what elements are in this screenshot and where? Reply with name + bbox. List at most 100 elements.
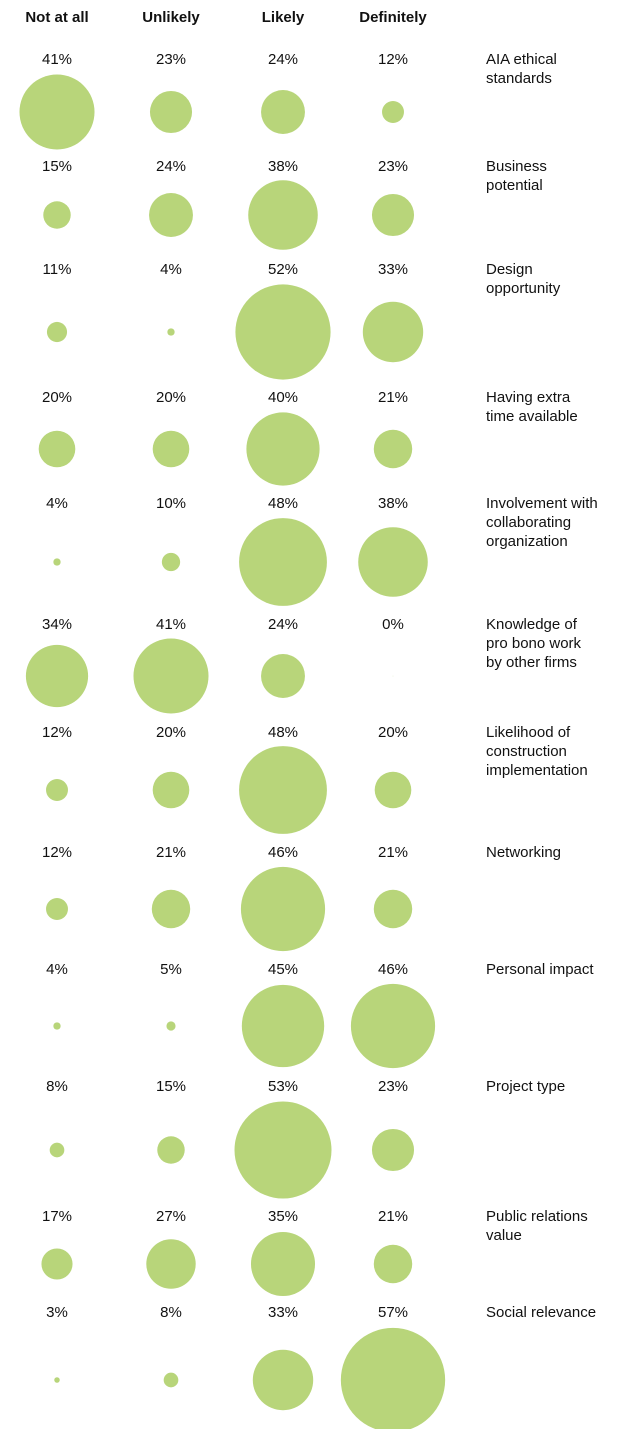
row-label: standards <box>486 70 552 87</box>
value-label: 17% <box>42 1208 72 1225</box>
value-label: 41% <box>156 616 186 633</box>
bubble <box>371 1128 415 1172</box>
value-label: 46% <box>378 961 408 978</box>
value-label: 12% <box>42 724 72 741</box>
row-label: Business <box>486 158 547 175</box>
row-label: Project type <box>486 1078 565 1095</box>
value-label: 4% <box>160 261 182 278</box>
value-label: 24% <box>268 51 298 68</box>
value-label: 20% <box>156 389 186 406</box>
value-label: 21% <box>156 844 186 861</box>
bubble <box>374 771 412 809</box>
column-header: Definitely <box>359 9 427 26</box>
value-label: 33% <box>378 261 408 278</box>
bubble <box>239 746 327 834</box>
row-label: Likelihood of <box>486 724 571 741</box>
bubble <box>133 638 209 714</box>
value-label: 11% <box>43 261 72 278</box>
bubble <box>49 1142 65 1158</box>
row-label: Design <box>486 261 533 278</box>
bubble <box>46 321 68 343</box>
value-label: 21% <box>378 844 408 861</box>
value-label: 40% <box>268 389 298 406</box>
value-label: 53% <box>268 1078 298 1095</box>
bubble <box>382 101 404 123</box>
bubble <box>166 1021 176 1031</box>
bubble <box>41 1248 73 1280</box>
row-label: Involvement with <box>486 495 598 512</box>
value-label: 57% <box>378 1304 408 1321</box>
value-label: 24% <box>156 158 186 175</box>
bubble <box>371 193 415 237</box>
value-label: 23% <box>156 51 186 68</box>
bubble <box>163 1372 179 1388</box>
bubble <box>167 328 175 336</box>
bubble <box>241 984 325 1068</box>
value-label: 38% <box>268 158 298 175</box>
bubble <box>46 779 68 801</box>
value-label: 0% <box>382 616 404 633</box>
column-header: Not at all <box>25 9 88 26</box>
value-label: 48% <box>268 724 298 741</box>
value-label: 27% <box>156 1208 186 1225</box>
value-label: 46% <box>268 844 298 861</box>
row-label: pro bono work <box>486 635 582 652</box>
bubble <box>19 74 95 150</box>
bubble <box>46 898 68 920</box>
row-label: Public relations <box>486 1208 588 1225</box>
bubble <box>152 430 190 468</box>
column-header: Unlikely <box>142 9 200 26</box>
row-label: potential <box>486 177 543 194</box>
value-label: 8% <box>160 1304 182 1321</box>
bubble <box>53 1022 61 1030</box>
row-label: Networking <box>486 844 561 861</box>
bubble <box>54 1377 60 1383</box>
row-label: by other firms <box>486 654 577 671</box>
bubble <box>358 527 428 597</box>
row-label: Personal impact <box>486 961 594 978</box>
bubble <box>340 1327 446 1429</box>
value-label: 48% <box>268 495 298 512</box>
value-label: 41% <box>42 51 72 68</box>
value-label: 38% <box>378 495 408 512</box>
value-label: 23% <box>378 158 408 175</box>
row-label: collaborating <box>486 514 571 531</box>
bubble <box>161 552 181 572</box>
value-label: 23% <box>378 1078 408 1095</box>
row-label: time available <box>486 408 578 425</box>
row-label: implementation <box>486 762 588 779</box>
bubble <box>149 193 193 237</box>
bubble <box>25 644 89 708</box>
row-label: Knowledge of <box>486 616 578 633</box>
bubble <box>250 1231 316 1297</box>
bubble <box>234 1101 332 1199</box>
value-label: 3% <box>46 1304 68 1321</box>
bubble <box>146 1239 196 1289</box>
bubble <box>151 889 191 929</box>
bubble <box>43 201 71 229</box>
bubble <box>248 180 318 250</box>
row-label: Having extra <box>486 389 571 406</box>
value-label: 8% <box>46 1078 68 1095</box>
bubble <box>152 771 190 809</box>
value-label: 20% <box>378 724 408 741</box>
bubble <box>362 301 424 363</box>
row-label: Social relevance <box>486 1304 596 1321</box>
value-label: 21% <box>378 1208 408 1225</box>
column-header: Likely <box>262 9 305 26</box>
value-label: 5% <box>160 961 182 978</box>
bubble <box>239 518 327 606</box>
row-label: organization <box>486 533 568 550</box>
value-label: 20% <box>42 389 72 406</box>
row-label: opportunity <box>486 280 561 297</box>
bubble <box>373 889 413 929</box>
value-label: 10% <box>156 495 186 512</box>
bubble <box>149 90 193 134</box>
value-label: 24% <box>268 616 298 633</box>
bubble <box>38 430 76 468</box>
value-label: 15% <box>42 158 72 175</box>
row-label: value <box>486 1227 522 1244</box>
value-label: 4% <box>46 495 68 512</box>
bubble <box>373 1244 413 1284</box>
bubble <box>392 675 394 677</box>
